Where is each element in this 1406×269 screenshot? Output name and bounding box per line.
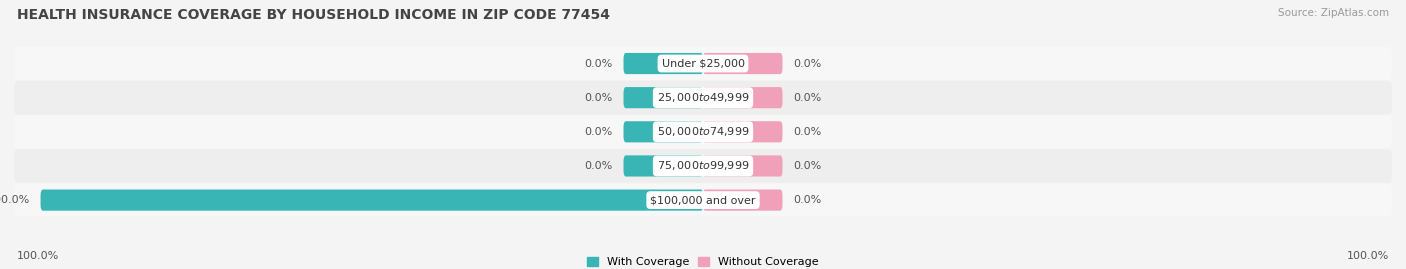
Text: 0.0%: 0.0%	[585, 161, 613, 171]
FancyBboxPatch shape	[14, 149, 1392, 183]
Text: $25,000 to $49,999: $25,000 to $49,999	[657, 91, 749, 104]
Legend: With Coverage, Without Coverage: With Coverage, Without Coverage	[582, 253, 824, 269]
Text: Under $25,000: Under $25,000	[661, 59, 745, 69]
FancyBboxPatch shape	[623, 155, 703, 176]
Text: 0.0%: 0.0%	[793, 195, 821, 205]
FancyBboxPatch shape	[703, 87, 783, 108]
FancyBboxPatch shape	[703, 155, 783, 176]
Text: 100.0%: 100.0%	[1347, 251, 1389, 261]
Text: 0.0%: 0.0%	[793, 59, 821, 69]
Text: 0.0%: 0.0%	[585, 127, 613, 137]
Text: $50,000 to $74,999: $50,000 to $74,999	[657, 125, 749, 138]
FancyBboxPatch shape	[703, 121, 783, 142]
Text: $75,000 to $99,999: $75,000 to $99,999	[657, 160, 749, 172]
Text: HEALTH INSURANCE COVERAGE BY HOUSEHOLD INCOME IN ZIP CODE 77454: HEALTH INSURANCE COVERAGE BY HOUSEHOLD I…	[17, 8, 610, 22]
FancyBboxPatch shape	[41, 189, 703, 211]
Text: $100,000 and over: $100,000 and over	[650, 195, 756, 205]
Text: 100.0%: 100.0%	[17, 251, 59, 261]
FancyBboxPatch shape	[14, 81, 1392, 114]
Text: 0.0%: 0.0%	[585, 93, 613, 103]
FancyBboxPatch shape	[14, 115, 1392, 148]
FancyBboxPatch shape	[14, 183, 1392, 217]
Text: 0.0%: 0.0%	[793, 93, 821, 103]
Text: 0.0%: 0.0%	[793, 161, 821, 171]
Text: Source: ZipAtlas.com: Source: ZipAtlas.com	[1278, 8, 1389, 18]
FancyBboxPatch shape	[623, 87, 703, 108]
Text: 0.0%: 0.0%	[793, 127, 821, 137]
FancyBboxPatch shape	[623, 121, 703, 142]
Text: 0.0%: 0.0%	[585, 59, 613, 69]
FancyBboxPatch shape	[14, 47, 1392, 80]
Text: 100.0%: 100.0%	[0, 195, 30, 205]
FancyBboxPatch shape	[703, 53, 783, 74]
FancyBboxPatch shape	[623, 53, 703, 74]
FancyBboxPatch shape	[703, 189, 783, 211]
